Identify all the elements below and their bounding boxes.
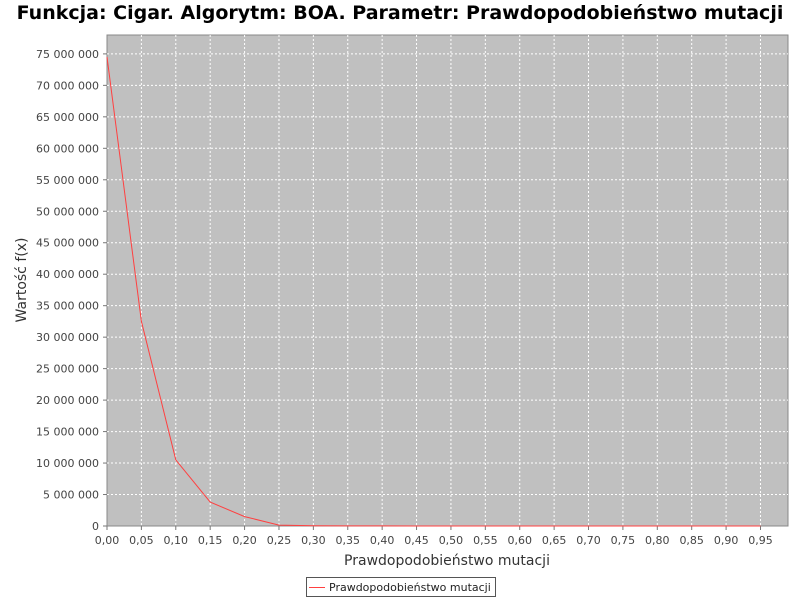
y-tick-label: 5 000 000 [43, 489, 99, 502]
y-tick-label: 30 000 000 [36, 331, 99, 344]
x-tick-label: 0,65 [542, 534, 567, 547]
y-tick-label: 20 000 000 [36, 394, 99, 407]
plot-area [106, 34, 789, 527]
series-layer [106, 56, 761, 527]
x-tick-label: 0,25 [267, 534, 292, 547]
y-tick-label: 50 000 000 [36, 205, 99, 218]
x-tick-label: 0,45 [404, 534, 429, 547]
x-tick-label: 0,60 [507, 534, 532, 547]
y-tick-label: 25 000 000 [36, 363, 99, 376]
y-tick-label: 75 000 000 [36, 48, 99, 61]
x-tick-label: 0,40 [370, 534, 395, 547]
y-axis-label: Wartość f(x) [14, 238, 30, 323]
y-tick-label: 15 000 000 [36, 426, 99, 439]
x-tick-label: 0,20 [232, 534, 257, 547]
y-tick-label: 45 000 000 [36, 237, 99, 250]
x-tick-label: 0,55 [473, 534, 498, 547]
x-axis-label: Prawdopodobieństwo mutacji [344, 553, 550, 569]
y-tick-label: 10 000 000 [36, 457, 99, 470]
x-tick-label: 0,85 [679, 534, 704, 547]
x-tick-label: 0,70 [576, 534, 601, 547]
x-tick-label: 0,95 [748, 534, 773, 547]
gridlines [107, 35, 788, 526]
y-tick-label: 60 000 000 [36, 142, 99, 155]
x-tick-label: 0,30 [301, 534, 326, 547]
y-tick-label: 55 000 000 [36, 174, 99, 187]
axes: 0 5 000 000 10 000 000 15 000 000 20 000 000… [36, 48, 773, 547]
chart-title: Funkcja: Cigar. Algorytm: BOA. Parametr:… [16, 2, 784, 24]
legend-label: Prawdopodobieństwo mutacji [329, 580, 491, 594]
legend-swatch [309, 586, 325, 588]
legend: Prawdopodobieństwo mutacji [306, 577, 496, 597]
x-tick-label: 0,90 [714, 534, 739, 547]
y-tick-label: 65 000 000 [36, 111, 99, 124]
x-tick-label: 0,00 [95, 534, 120, 547]
x-tick-label: 0,05 [129, 534, 154, 547]
x-tick-label: 0,35 [336, 534, 361, 547]
x-tick-label: 0,75 [611, 534, 636, 547]
x-tick-label: 0,50 [439, 534, 464, 547]
y-tick-label: 40 000 000 [36, 268, 99, 281]
x-tick-label: 0,10 [164, 534, 189, 547]
x-tick-label: 0,15 [198, 534, 223, 547]
y-tick-label: 35 000 000 [36, 300, 99, 313]
x-tick-label: 0,80 [645, 534, 670, 547]
y-tick-label: 0 [92, 520, 99, 533]
y-tick-label: 70 000 000 [36, 79, 99, 92]
series-line [106, 56, 761, 527]
